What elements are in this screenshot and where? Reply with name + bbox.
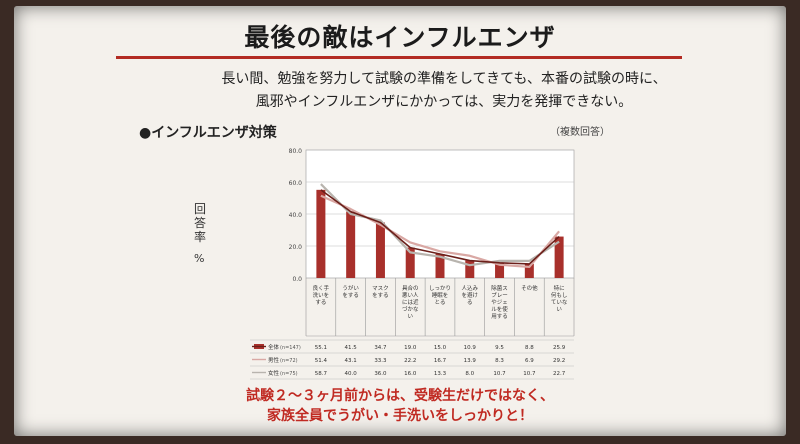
bottom-message-2: 家族全員でうがい・手洗いをしっかりと！ xyxy=(267,408,533,424)
bar xyxy=(375,222,385,278)
series-line xyxy=(320,183,560,267)
category-label: 除菌スプレーやジェルを使用する xyxy=(491,284,508,320)
slide-title: 最後の敵はインフルエンザ xyxy=(244,23,556,52)
bottom-message-1: 試験２～３ヶ月前からは、受験生だけではなく、 xyxy=(246,388,554,404)
title-underline xyxy=(116,56,682,59)
data-label: 10.7 xyxy=(523,371,536,377)
bar xyxy=(316,189,326,278)
y-axis-unit: % xyxy=(194,252,205,265)
bar xyxy=(346,211,356,278)
data-label: 8.8 xyxy=(525,345,534,351)
lead-line-1: 長い間、勉強を努力して試験の準備をしてきても、本番の試験の時に、 xyxy=(221,71,667,87)
lead-line-2: 風邪やインフルエンザにかかっては、実力を発揮できない。 xyxy=(255,94,633,110)
data-label: 15.0 xyxy=(434,345,447,351)
category-label: 具合の悪い人には近づかない xyxy=(402,284,419,320)
category-label: 人込みを避ける xyxy=(462,284,479,306)
data-label: 10.7 xyxy=(493,371,506,377)
category-label: 特に何もしていない xyxy=(551,284,568,313)
data-label: 19.0 xyxy=(404,345,417,351)
series-line xyxy=(320,194,560,269)
data-label: 9.5 xyxy=(495,345,504,351)
data-label: 36.0 xyxy=(374,371,387,377)
bar xyxy=(435,254,445,278)
section-title: ●インフルエンザ対策 xyxy=(139,125,277,141)
multiple-answer-note: （複数回答） xyxy=(550,127,610,138)
data-label: 43.1 xyxy=(345,358,357,364)
data-label: 8.3 xyxy=(495,358,504,364)
legend-n: (n=75) xyxy=(280,371,298,377)
data-label: 25.9 xyxy=(553,345,566,351)
legend-n: (n=72) xyxy=(280,358,298,364)
category-label: マスクをする xyxy=(372,285,389,299)
y-tick-label: 40.0 xyxy=(289,212,303,219)
data-label: 51.4 xyxy=(315,358,328,364)
slide: 最後の敵はインフルエンザ 長い間、勉強を努力して試験の準備をしてきても、本番の試… xyxy=(14,6,786,436)
series-line xyxy=(320,189,560,265)
y-axis-label: 回答率 xyxy=(193,202,206,244)
data-label: 58.7 xyxy=(315,371,328,377)
data-label: 13.3 xyxy=(434,371,447,377)
data-label: 55.1 xyxy=(315,345,327,351)
data-label: 13.9 xyxy=(464,358,477,364)
data-label: 41.5 xyxy=(345,345,358,351)
legend-label: 女性 xyxy=(268,369,280,377)
y-tick-label: 80.0 xyxy=(289,148,303,155)
category-label: その他 xyxy=(521,284,538,292)
bar xyxy=(465,260,475,278)
category-label: 良く手洗いをする xyxy=(313,284,330,306)
bar-chart: 80.0 60.0 40.0 20.0 0.0 良く手洗いをするうがいをするマスクをする具… xyxy=(250,148,575,380)
category-label: うがいをする xyxy=(342,284,359,299)
y-tick-label: 60.0 xyxy=(289,180,303,187)
legend-n: (n=147) xyxy=(280,345,301,351)
data-label: 16.7 xyxy=(434,358,447,364)
legend-label: 全体 xyxy=(268,343,280,351)
bar xyxy=(524,263,534,278)
data-label: 22.7 xyxy=(553,371,566,377)
data-label: 16.0 xyxy=(404,371,417,377)
data-label: 8.0 xyxy=(465,371,474,377)
bar xyxy=(554,236,564,278)
data-label: 10.9 xyxy=(464,345,477,351)
data-label: 29.2 xyxy=(553,358,565,364)
legend-label: 男性 xyxy=(268,356,280,364)
data-label: 22.2 xyxy=(404,358,416,364)
data-label: 33.3 xyxy=(374,358,387,364)
data-label: 6.9 xyxy=(525,358,534,364)
bar xyxy=(405,247,415,278)
y-tick-label: 0.0 xyxy=(292,276,302,283)
y-tick-label: 20.0 xyxy=(289,244,303,251)
data-label: 34.7 xyxy=(374,345,387,351)
category-label: しっかり睡眠をとる xyxy=(429,285,451,306)
data-label: 40.0 xyxy=(345,371,358,377)
bar xyxy=(495,262,505,278)
